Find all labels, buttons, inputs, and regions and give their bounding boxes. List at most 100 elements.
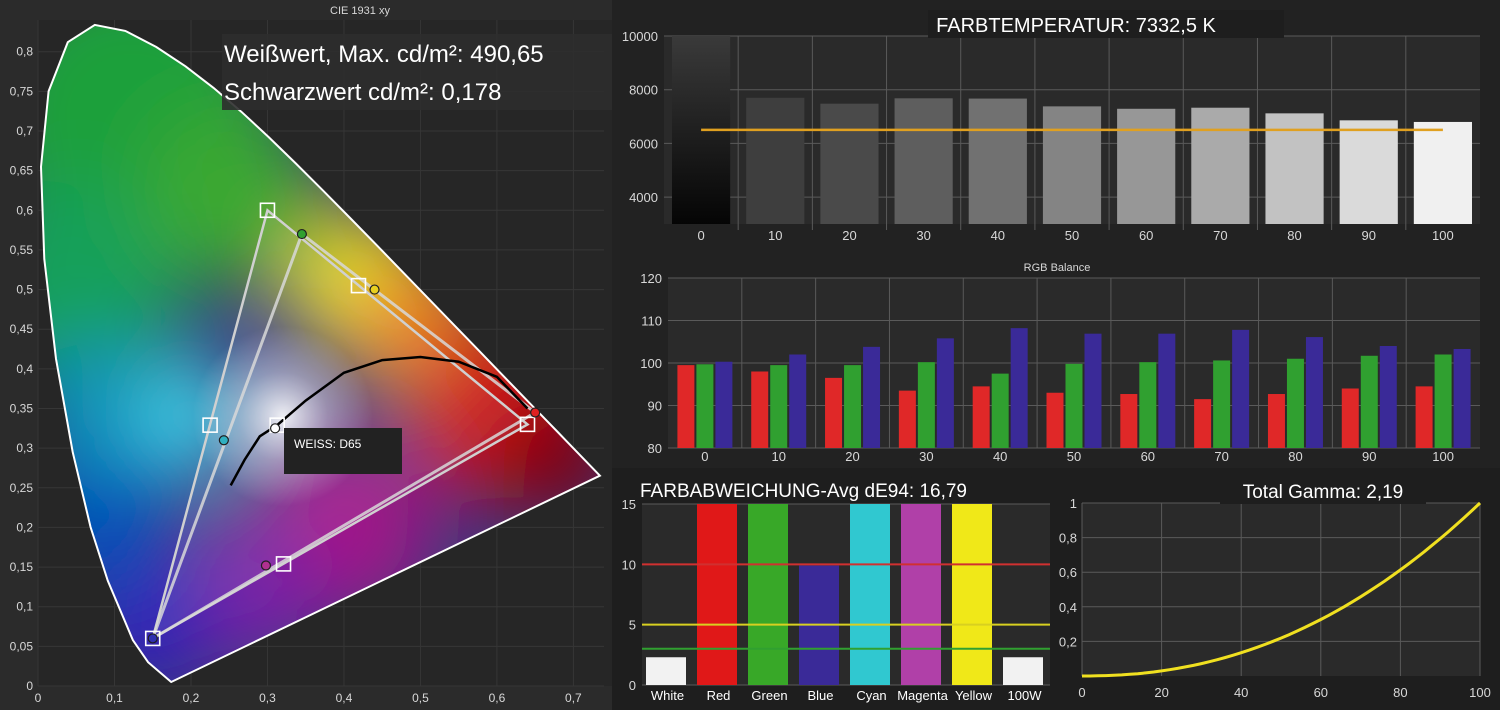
deltae-x-ticks: White Red Green Blue Cyan Magenta Yellow 100W bbox=[651, 688, 1042, 703]
rgb-bar bbox=[936, 338, 954, 448]
cie-measured-green bbox=[296, 228, 307, 240]
rgb-x-tick-label: 20 bbox=[845, 449, 859, 464]
rgb-bar bbox=[1010, 328, 1028, 448]
cie-x-tick-label: 0,7 bbox=[565, 691, 582, 705]
cie-fill-blob bbox=[41, 179, 187, 400]
rgb-bar bbox=[1360, 355, 1378, 448]
cie-reference-gamut bbox=[150, 208, 530, 641]
cie-y-tick-label: 0,1 bbox=[16, 600, 33, 614]
rgb-bar bbox=[1213, 360, 1231, 448]
deltae-bar bbox=[748, 504, 788, 685]
deltae-x-tick-label: Yellow bbox=[955, 688, 993, 703]
cie-x-tick-label: 0,2 bbox=[183, 691, 200, 705]
gamma-x-tick-label: 40 bbox=[1234, 685, 1248, 700]
rgb-x-ticks: 0 10 20 30 40 50 60 70 80 90 100 bbox=[701, 449, 1454, 464]
deltae-y-ticks: 0 5 10 15 bbox=[622, 497, 636, 693]
deltae-x-tick-label: Green bbox=[751, 688, 787, 703]
cie-measured-cyan bbox=[218, 435, 229, 446]
gamma-x-ticks: 0 20 40 60 80 100 bbox=[1078, 685, 1490, 700]
gamma-y-tick-label: 1 bbox=[1070, 496, 1077, 511]
colortemp-x-ticks: 0 10 20 30 40 50 60 70 80 90 100 bbox=[697, 228, 1453, 243]
cie-y-tick-label: 0,15 bbox=[10, 560, 34, 574]
rgb-bar bbox=[917, 362, 935, 448]
deltae-bar bbox=[952, 504, 992, 685]
rgb-bar bbox=[1120, 394, 1138, 448]
cie-x-tick-label: 0,6 bbox=[489, 691, 506, 705]
deltae-y-tick-label: 15 bbox=[622, 497, 636, 512]
gamma-plot-area bbox=[1082, 503, 1480, 676]
colortemp-bar bbox=[1117, 108, 1176, 224]
rgb-bar bbox=[1139, 362, 1157, 448]
rgb-y-tick-label: 100 bbox=[640, 356, 662, 371]
cie-target-blue bbox=[144, 630, 161, 647]
cie-x-tick-label: 0,5 bbox=[412, 691, 429, 705]
cie-y-tick-label: 0,75 bbox=[10, 84, 34, 98]
colortemp-bar bbox=[1265, 113, 1324, 224]
gamma-y-tick-label: 0,4 bbox=[1059, 600, 1077, 615]
cie-fill-blob bbox=[139, 104, 320, 285]
rgb-y-tick-label: 110 bbox=[641, 314, 662, 329]
rgb-bar bbox=[1158, 333, 1176, 448]
rgb-bar bbox=[1046, 392, 1064, 448]
colortemp-bar bbox=[1413, 121, 1472, 224]
cie-y-tick-label: 0,65 bbox=[10, 164, 34, 178]
cie-ref-gamut-fill bbox=[152, 210, 528, 639]
rgb-bar bbox=[863, 346, 881, 448]
gamma-y-tick-label: 0,6 bbox=[1059, 565, 1077, 580]
rgb-bar bbox=[1065, 363, 1083, 448]
gamma-x-tick-label: 20 bbox=[1154, 685, 1168, 700]
colortemp-title-box bbox=[928, 10, 1284, 38]
cie-measured-yellow bbox=[369, 284, 380, 295]
deltae-x-tick-label: 100W bbox=[1008, 688, 1043, 703]
colortemp-x-tick-label: 50 bbox=[1065, 228, 1079, 243]
colortemp-bar bbox=[1339, 120, 1398, 224]
rgb-bar bbox=[789, 354, 807, 448]
rgb-bar bbox=[770, 365, 788, 448]
rgb-balance-panel: RGB Balance 80 90 100 110 120 0 10 20 30 40 50 60 7… bbox=[612, 250, 1500, 468]
cie-x-tick-label: 0 bbox=[35, 691, 42, 705]
gamma-measured-curve bbox=[1082, 501, 1482, 678]
deltae-y-tick-label: 10 bbox=[622, 557, 636, 572]
deltae-bar bbox=[646, 657, 686, 685]
cie-target-green bbox=[259, 202, 276, 219]
rgb-bar bbox=[1434, 354, 1452, 448]
cie-y-axis-ticks: 0 0,05 0,1 0,15 0,2 0,25 0,3 0,35 0,4 0,45 0,5 0,55… bbox=[10, 45, 34, 693]
deltae-bars bbox=[646, 504, 1043, 685]
rgb-x-tick-label: 30 bbox=[919, 449, 933, 464]
cie-y-tick-label: 0,5 bbox=[16, 283, 33, 297]
cie-target-red bbox=[519, 416, 536, 433]
deltae-x-tick-label: Blue bbox=[807, 688, 833, 703]
colortemp-x-tick-label: 10 bbox=[768, 228, 782, 243]
colortemp-x-tick-label: 60 bbox=[1139, 228, 1153, 243]
rgb-bar bbox=[696, 364, 714, 448]
cie-y-tick-label: 0,55 bbox=[10, 243, 34, 257]
rgb-bar bbox=[751, 371, 769, 448]
cie-target-magenta bbox=[275, 556, 292, 572]
rgb-bar bbox=[844, 365, 862, 448]
cie-y-tick-label: 0,6 bbox=[16, 203, 33, 217]
cie-white-value: Weißwert, Max. cd/m²: 490,65 bbox=[224, 41, 544, 68]
gamma-y-tick-label: 0,2 bbox=[1059, 634, 1077, 649]
deltae-y-tick-label: 0 bbox=[629, 678, 636, 693]
colortemp-y-ticks: 4000 6000 8000 10000 bbox=[622, 29, 658, 205]
rgb-x-tick-label: 70 bbox=[1214, 449, 1228, 464]
colortemp-x-tick-label: 80 bbox=[1287, 228, 1301, 243]
cie-y-tick-label: 0,7 bbox=[16, 124, 33, 138]
gamma-grid bbox=[1081, 502, 1481, 676]
rgb-bar bbox=[1267, 394, 1285, 448]
cie-planckian-locus bbox=[229, 355, 529, 486]
cie-y-tick-label: 0,2 bbox=[16, 520, 33, 534]
cie-measured-points bbox=[147, 228, 541, 644]
deltae-panel: 0 5 10 15 White Red Green Blue Cyan Magenta Yello… bbox=[612, 468, 1054, 710]
rgb-bar bbox=[677, 365, 695, 448]
rgb-bar bbox=[1415, 386, 1433, 448]
colortemp-x-tick-label: 20 bbox=[842, 228, 856, 243]
rgb-x-tick-label: 90 bbox=[1362, 449, 1376, 464]
rgb-bar bbox=[1341, 388, 1359, 448]
rgb-y-ticks: 80 90 100 110 120 bbox=[640, 271, 662, 456]
cie-target-cyan bbox=[202, 417, 218, 433]
rgb-x-tick-label: 10 bbox=[771, 449, 785, 464]
rgb-bar bbox=[1453, 348, 1471, 448]
cie-black-value: Schwarzwert cd/m²: 0,178 bbox=[224, 79, 501, 106]
deltae-bar bbox=[850, 504, 890, 685]
